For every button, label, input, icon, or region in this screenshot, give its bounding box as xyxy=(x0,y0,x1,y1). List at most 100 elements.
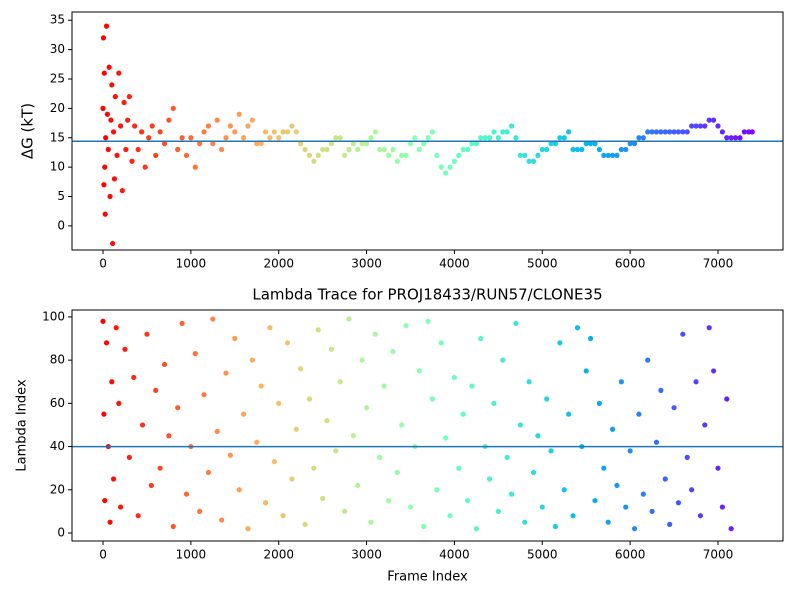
point xyxy=(101,411,107,417)
point xyxy=(500,129,506,135)
point xyxy=(293,129,299,135)
x-tick-label: 5000 xyxy=(527,257,558,271)
point xyxy=(107,519,113,525)
point xyxy=(113,325,119,331)
point xyxy=(486,135,493,141)
point xyxy=(153,387,159,393)
point xyxy=(166,117,172,123)
point xyxy=(649,508,655,514)
point xyxy=(114,152,120,158)
point xyxy=(710,368,717,374)
point xyxy=(627,141,633,147)
point xyxy=(119,188,125,194)
point xyxy=(495,508,501,514)
point xyxy=(438,164,444,170)
point xyxy=(346,146,352,153)
point xyxy=(614,482,620,489)
point xyxy=(434,152,440,158)
point xyxy=(219,517,225,523)
point xyxy=(596,146,602,153)
point xyxy=(267,135,273,141)
point xyxy=(126,454,132,460)
point xyxy=(728,526,734,532)
point xyxy=(623,146,629,153)
point xyxy=(284,129,291,135)
point xyxy=(236,111,242,117)
x-tick-label: 4000 xyxy=(439,257,470,271)
point xyxy=(631,526,638,532)
point xyxy=(548,141,554,147)
point xyxy=(102,211,108,217)
y-tick-label: 25 xyxy=(50,71,65,85)
point xyxy=(153,152,159,158)
x-tick-label: 0 xyxy=(99,548,107,562)
point xyxy=(267,325,273,331)
point xyxy=(385,497,392,504)
point xyxy=(142,164,148,170)
point xyxy=(188,135,194,141)
point xyxy=(205,469,212,476)
point xyxy=(491,400,497,406)
point xyxy=(377,146,383,153)
point xyxy=(161,361,168,368)
point xyxy=(333,448,339,454)
point xyxy=(201,129,207,135)
point xyxy=(368,519,374,525)
subplot: 0 1000 2000 3000 4000 5000 6000 7000 0 20 40 60 80 10… xyxy=(15,286,784,585)
point xyxy=(324,418,330,424)
point xyxy=(724,135,730,141)
point xyxy=(262,129,269,135)
point xyxy=(197,508,203,514)
chart-title: Lambda Trace for PROJ18433/RUN57/CLONE35 xyxy=(252,286,602,304)
x-tick-label: 0 xyxy=(99,257,107,271)
x-tick-label: 2000 xyxy=(263,257,294,271)
point xyxy=(741,129,747,135)
point xyxy=(706,117,712,123)
point xyxy=(284,340,291,346)
point xyxy=(504,129,510,135)
point xyxy=(667,521,673,527)
point xyxy=(385,152,392,158)
point xyxy=(653,439,660,445)
x-tick-label: 5000 xyxy=(527,548,558,562)
point xyxy=(566,129,572,135)
point xyxy=(530,158,537,164)
point xyxy=(588,335,594,342)
point xyxy=(530,469,537,476)
point xyxy=(473,526,479,532)
point xyxy=(399,422,405,428)
y-tick-label: 15 xyxy=(50,130,65,144)
point xyxy=(640,135,646,141)
point xyxy=(596,400,602,406)
point xyxy=(355,146,361,153)
point xyxy=(592,497,598,504)
point xyxy=(381,146,387,153)
point xyxy=(254,141,260,147)
point xyxy=(112,94,118,100)
point xyxy=(219,146,225,153)
point xyxy=(394,469,400,476)
point xyxy=(315,327,321,333)
point xyxy=(601,465,607,471)
point xyxy=(223,370,229,376)
point xyxy=(223,135,229,141)
y-tick-label: 60 xyxy=(50,396,65,410)
point xyxy=(122,346,128,352)
axes-frame xyxy=(71,309,784,542)
point xyxy=(535,433,541,439)
point xyxy=(144,331,150,337)
point xyxy=(557,340,563,346)
point xyxy=(103,340,110,346)
point xyxy=(183,152,190,158)
point xyxy=(121,99,127,106)
point xyxy=(123,146,129,153)
point xyxy=(443,435,449,441)
point xyxy=(289,123,295,129)
point xyxy=(579,146,585,153)
point xyxy=(320,495,326,502)
point xyxy=(693,379,699,385)
point xyxy=(125,117,131,123)
point xyxy=(157,129,163,135)
point xyxy=(706,325,712,331)
point xyxy=(232,335,238,342)
